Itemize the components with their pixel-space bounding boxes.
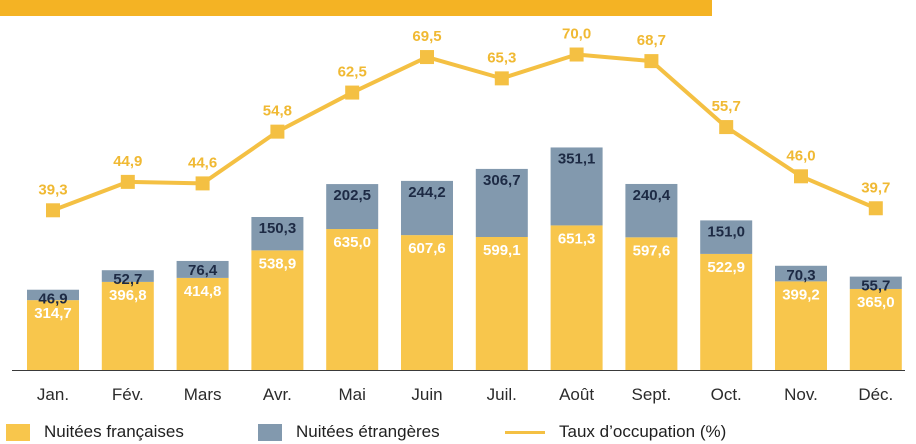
line-data-label: 69,5 xyxy=(412,28,441,45)
x-tick-label: Juin xyxy=(411,385,442,404)
bar-label-francaises: 597,6 xyxy=(633,242,671,259)
line-data-label: 39,3 xyxy=(38,181,67,198)
legend-label-francaises: Nuitées françaises xyxy=(44,422,184,441)
bar-label-etrangeres: 55,7 xyxy=(861,278,890,295)
bar-label-etrangeres: 351,1 xyxy=(558,150,596,167)
bar-label-francaises: 414,8 xyxy=(184,283,222,300)
line-marker xyxy=(868,201,883,216)
legend-item-francaises: Nuitées françaises xyxy=(6,422,184,442)
bar-etrangeres xyxy=(401,180,453,236)
bar-label-francaises: 538,9 xyxy=(259,255,297,272)
legend-label-etrangeres: Nuitées étrangères xyxy=(296,422,440,441)
line-data-label: 65,3 xyxy=(487,49,516,66)
bar-etrangeres xyxy=(700,220,753,254)
bar-label-etrangeres: 240,4 xyxy=(633,187,671,204)
bar-label-francaises: 396,8 xyxy=(109,287,147,304)
chart: 314,746,9 396,852,7 414,8 76,4 538,9 150,3 635… xyxy=(12,26,905,404)
line-marker xyxy=(719,120,734,135)
x-tick-label: Sept. xyxy=(632,385,672,404)
bar-etrangeres xyxy=(775,265,827,282)
bar-etrangeres xyxy=(849,276,902,289)
line-marker xyxy=(195,176,210,191)
bar-francaises xyxy=(775,281,827,370)
bar-label-francaises: 607,6 xyxy=(408,240,446,257)
line-taux xyxy=(52,52,877,213)
line-data-label: 70,0 xyxy=(562,26,591,43)
line-data-label: 62,5 xyxy=(338,64,367,81)
bar-francaises xyxy=(849,288,902,370)
line-marker xyxy=(569,47,584,62)
legend-item-etrangeres: Nuitées étrangères xyxy=(258,422,440,442)
bar-label-francaises: 365,0 xyxy=(857,294,895,311)
x-tick-label: Nov. xyxy=(784,385,818,404)
bar-etrangeres xyxy=(625,183,678,238)
bar-label-etrangeres: 52,7 xyxy=(113,271,142,288)
bar-label-francaises: 522,9 xyxy=(707,259,745,276)
legend: Nuitées françaises Nuitées étrangères Ta… xyxy=(0,418,916,444)
bar-francaises xyxy=(27,300,79,370)
bar-etrangeres xyxy=(475,168,528,237)
line-data-label: 44,9 xyxy=(113,153,142,170)
bar-francaises xyxy=(625,237,678,370)
legend-label-taux: Taux d’occupation (%) xyxy=(559,422,727,441)
title-banner xyxy=(0,0,712,16)
bar-francaises xyxy=(550,225,603,370)
x-tick-label: Jan. xyxy=(37,385,69,404)
bar-label-etrangeres: 150,3 xyxy=(259,220,297,237)
bar-francaises xyxy=(251,250,304,370)
bar-francaises xyxy=(700,253,753,370)
line-data-label: 68,7 xyxy=(637,32,666,49)
bar-etrangeres xyxy=(251,216,304,251)
legend-swatch-francaises xyxy=(6,423,30,441)
legend-swatch-etrangeres xyxy=(258,423,282,441)
bar-label-etrangeres: 76,4 xyxy=(188,262,218,279)
line-marker xyxy=(794,169,808,184)
bar-francaises xyxy=(176,277,229,370)
line-marker xyxy=(494,71,509,86)
line-marker xyxy=(345,85,360,100)
legend-item-taux: Taux d’occupation (%) xyxy=(505,422,726,442)
x-tick-label: Mai xyxy=(338,385,365,404)
bar-francaises xyxy=(101,281,154,370)
bar-francaises xyxy=(401,235,453,370)
line-marker xyxy=(120,174,135,189)
x-tick-label: Fév. xyxy=(112,385,144,404)
bar-etrangeres xyxy=(101,270,154,282)
line-data-label: 46,0 xyxy=(786,147,815,164)
x-tick-label: Déc. xyxy=(858,385,893,404)
bar-label-etrangeres: 70,3 xyxy=(786,267,815,284)
bar-etrangeres xyxy=(326,184,379,230)
line-data-label: 55,7 xyxy=(712,98,741,115)
legend-swatch-taux xyxy=(505,430,545,434)
x-tick-label: Avr. xyxy=(263,385,292,404)
bar-francaises xyxy=(475,236,528,370)
x-tick-label: Oct. xyxy=(711,385,742,404)
line-marker xyxy=(270,124,285,139)
bar-label-etrangeres: 151,0 xyxy=(707,223,745,240)
bar-label-francaises: 599,1 xyxy=(483,242,521,259)
bar-etrangeres xyxy=(27,289,79,301)
bar-francaises xyxy=(326,229,379,370)
bar-etrangeres xyxy=(550,147,603,226)
x-tick-label: Juil. xyxy=(487,385,517,404)
line-data-label: 39,7 xyxy=(861,179,890,196)
bar-label-etrangeres: 244,2 xyxy=(408,184,446,201)
line-data-label: 44,6 xyxy=(188,154,217,171)
x-tick-label: Mars xyxy=(184,385,222,404)
line-marker xyxy=(420,50,434,65)
bar-etrangeres xyxy=(176,260,229,278)
line-marker xyxy=(46,203,60,218)
bar-label-etrangeres: 46,9 xyxy=(38,291,67,308)
bar-label-etrangeres: 306,7 xyxy=(483,172,521,189)
line-data-label: 54,8 xyxy=(263,103,292,120)
bar-label-francaises: 651,3 xyxy=(558,230,596,247)
x-tick-label: Août xyxy=(559,385,594,404)
bar-label-etrangeres: 202,5 xyxy=(333,187,371,204)
line-marker xyxy=(644,54,659,69)
bar-label-francaises: 399,2 xyxy=(782,286,820,303)
bar-label-francaises: 635,0 xyxy=(333,234,371,251)
bar-label-francaises: 314,7 xyxy=(34,305,72,322)
